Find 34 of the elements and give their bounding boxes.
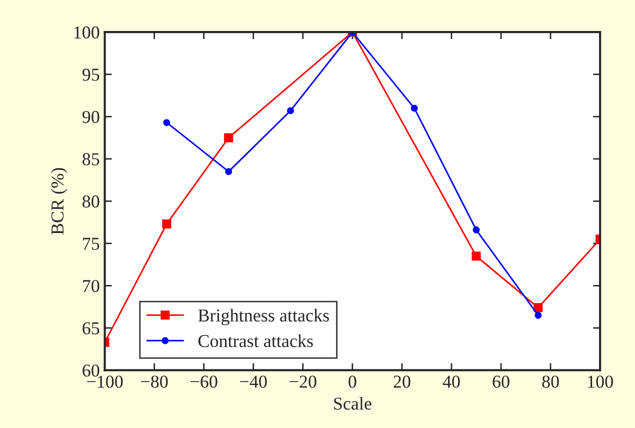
x-tick-label: 60: [492, 376, 510, 388]
y-tick-label: 90: [82, 110, 100, 124]
x-tick-label: 100: [588, 376, 613, 388]
point: [225, 168, 232, 176]
x-tick-label: 20: [394, 376, 410, 388]
point: [534, 303, 543, 312]
point: [224, 133, 234, 142]
y-axis-title: BCR (%): [50, 168, 68, 234]
y-tick-label: 65: [82, 322, 100, 334]
y-tick-label: 60: [82, 364, 100, 377]
point: [472, 226, 480, 234]
y-tick-label: 100: [74, 26, 100, 39]
point: [162, 219, 172, 228]
legend-label: Brightness attacks: [198, 308, 329, 326]
x-tick-label: 80: [542, 376, 559, 388]
x-tick-label: 0: [348, 376, 356, 388]
x-tick-label: −40: [240, 376, 267, 388]
x-axis-title: Scale: [334, 397, 372, 410]
point: [472, 252, 481, 261]
x-tick-label: −60: [190, 376, 218, 388]
y-tick-label: 70: [83, 280, 100, 292]
x-tick-label: −20: [290, 376, 316, 388]
x-tick-label: −80: [141, 376, 168, 388]
y-tick-label: 75: [83, 238, 100, 250]
legend-label: Contrast attacks: [198, 334, 313, 348]
y-tick-label: 80: [82, 195, 100, 208]
point: [410, 104, 418, 112]
x-tick-label: −100: [87, 376, 123, 388]
y-tick-label: 95: [82, 68, 100, 81]
point: [534, 312, 542, 319]
point: [287, 107, 294, 114]
y-tick-label: 85: [82, 153, 100, 166]
point: [163, 119, 170, 126]
x-tick-label: 40: [442, 376, 460, 388]
